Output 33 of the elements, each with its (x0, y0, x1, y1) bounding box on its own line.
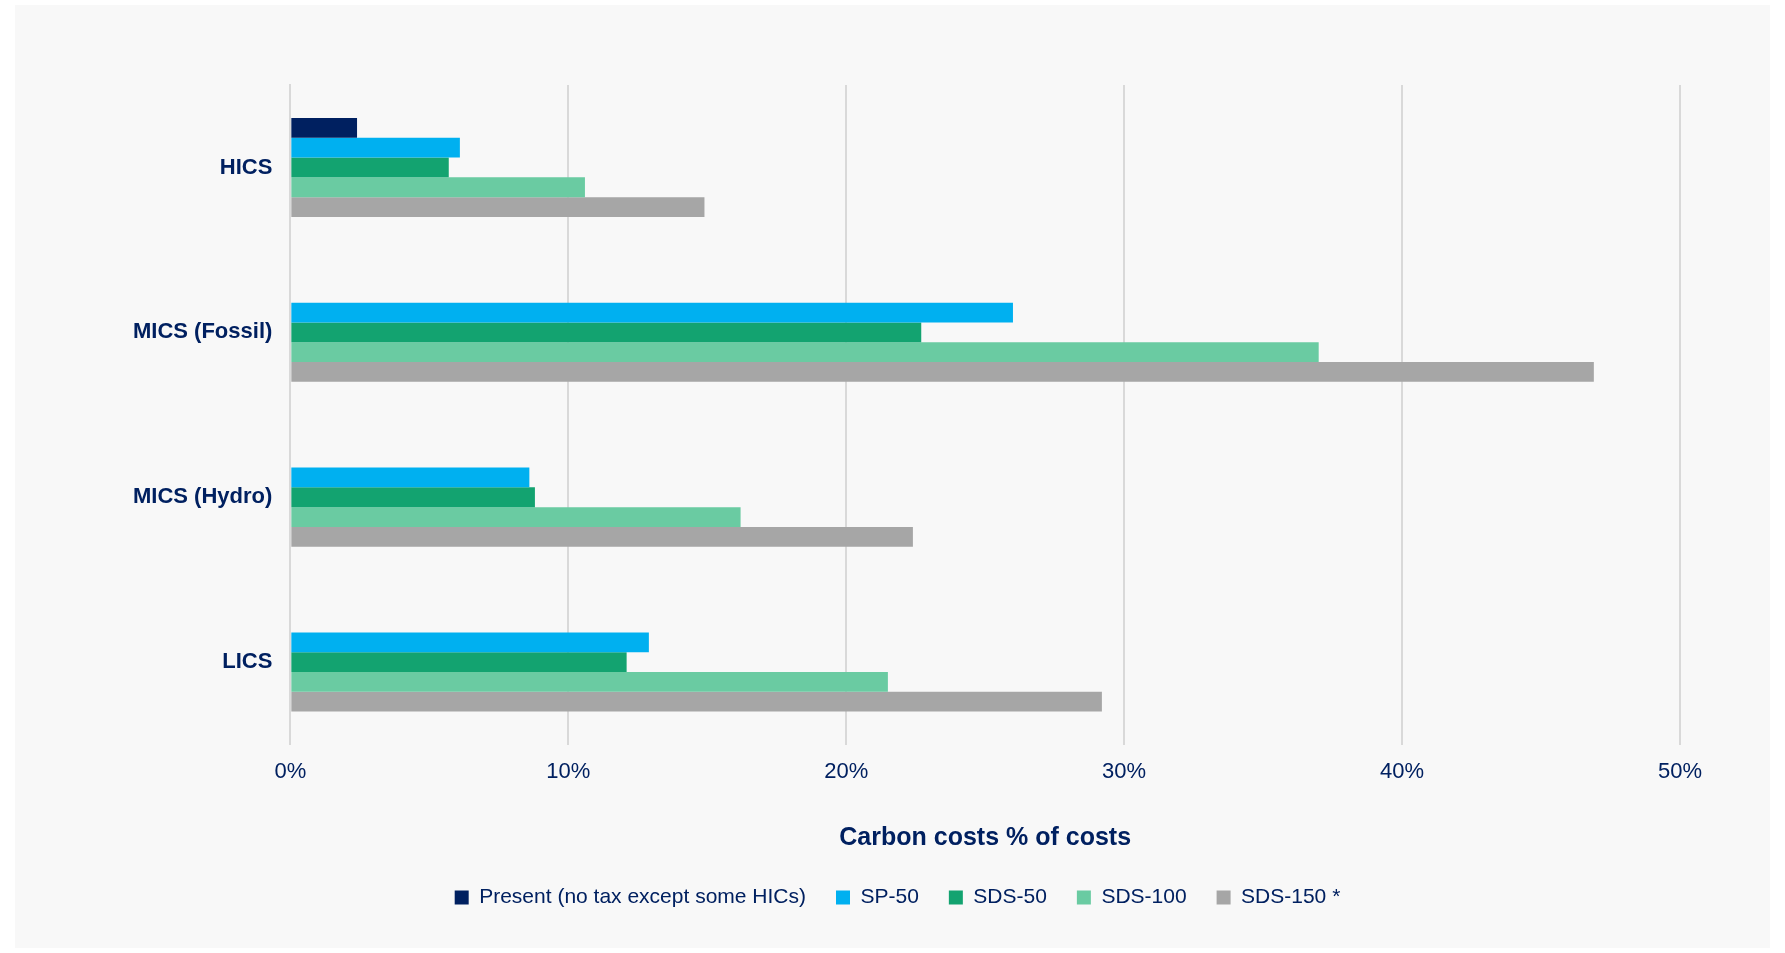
bar (291, 197, 705, 217)
bar (291, 177, 585, 198)
bar (291, 691, 1102, 712)
x-tick-label: 20% (824, 757, 869, 783)
y-tick-label: LICS (222, 648, 273, 674)
legend-label: SDS-150 * (1241, 884, 1341, 908)
bar (291, 652, 627, 673)
bar (291, 487, 535, 508)
x-tick-label: 30% (1102, 757, 1147, 783)
bar (291, 362, 1594, 382)
legend-label: SP-50 (860, 884, 919, 908)
x-tick-label: 0% (274, 757, 307, 783)
bar (291, 322, 922, 343)
legend-label: SDS-100 (1101, 884, 1187, 908)
bar (291, 342, 1319, 363)
legend-label: Present (no tax except some HICs) (479, 884, 806, 908)
bar (291, 157, 449, 178)
bar (291, 526, 913, 547)
x-axis-title: Carbon costs % of costs (839, 821, 1132, 850)
bar (291, 467, 530, 488)
y-tick-label: MICS (Fossil) (132, 318, 273, 344)
y-tick-label: MICS (Hydro) (133, 483, 273, 509)
legend-label: SDS-50 (973, 884, 1047, 908)
x-tick-label: 40% (1380, 757, 1425, 783)
y-tick-label: HICS (219, 153, 273, 179)
bar (291, 302, 1013, 323)
bar (291, 632, 649, 653)
bar (291, 117, 358, 138)
x-tick-label: 50% (1657, 757, 1703, 783)
bar (291, 672, 888, 692)
x-tick-label: 10% (546, 757, 591, 783)
bar (291, 507, 741, 527)
bar (291, 137, 460, 158)
